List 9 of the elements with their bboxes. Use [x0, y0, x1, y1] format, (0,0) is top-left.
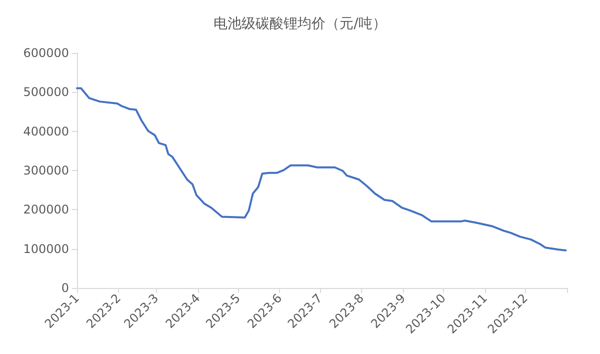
- y-tick-label: 0: [61, 281, 69, 295]
- y-tick-label: 600000: [23, 46, 69, 60]
- y-tick-label: 300000: [23, 164, 69, 178]
- y-tick-label: 200000: [23, 202, 69, 217]
- chart-title: 电池级碳酸锂均价（元/吨）: [214, 16, 386, 32]
- y-tick-label: 400000: [23, 124, 69, 138]
- y-tick-label: 500000: [23, 85, 69, 100]
- y-tick-label: 100000: [23, 242, 69, 256]
- line-series: [76, 87, 567, 252]
